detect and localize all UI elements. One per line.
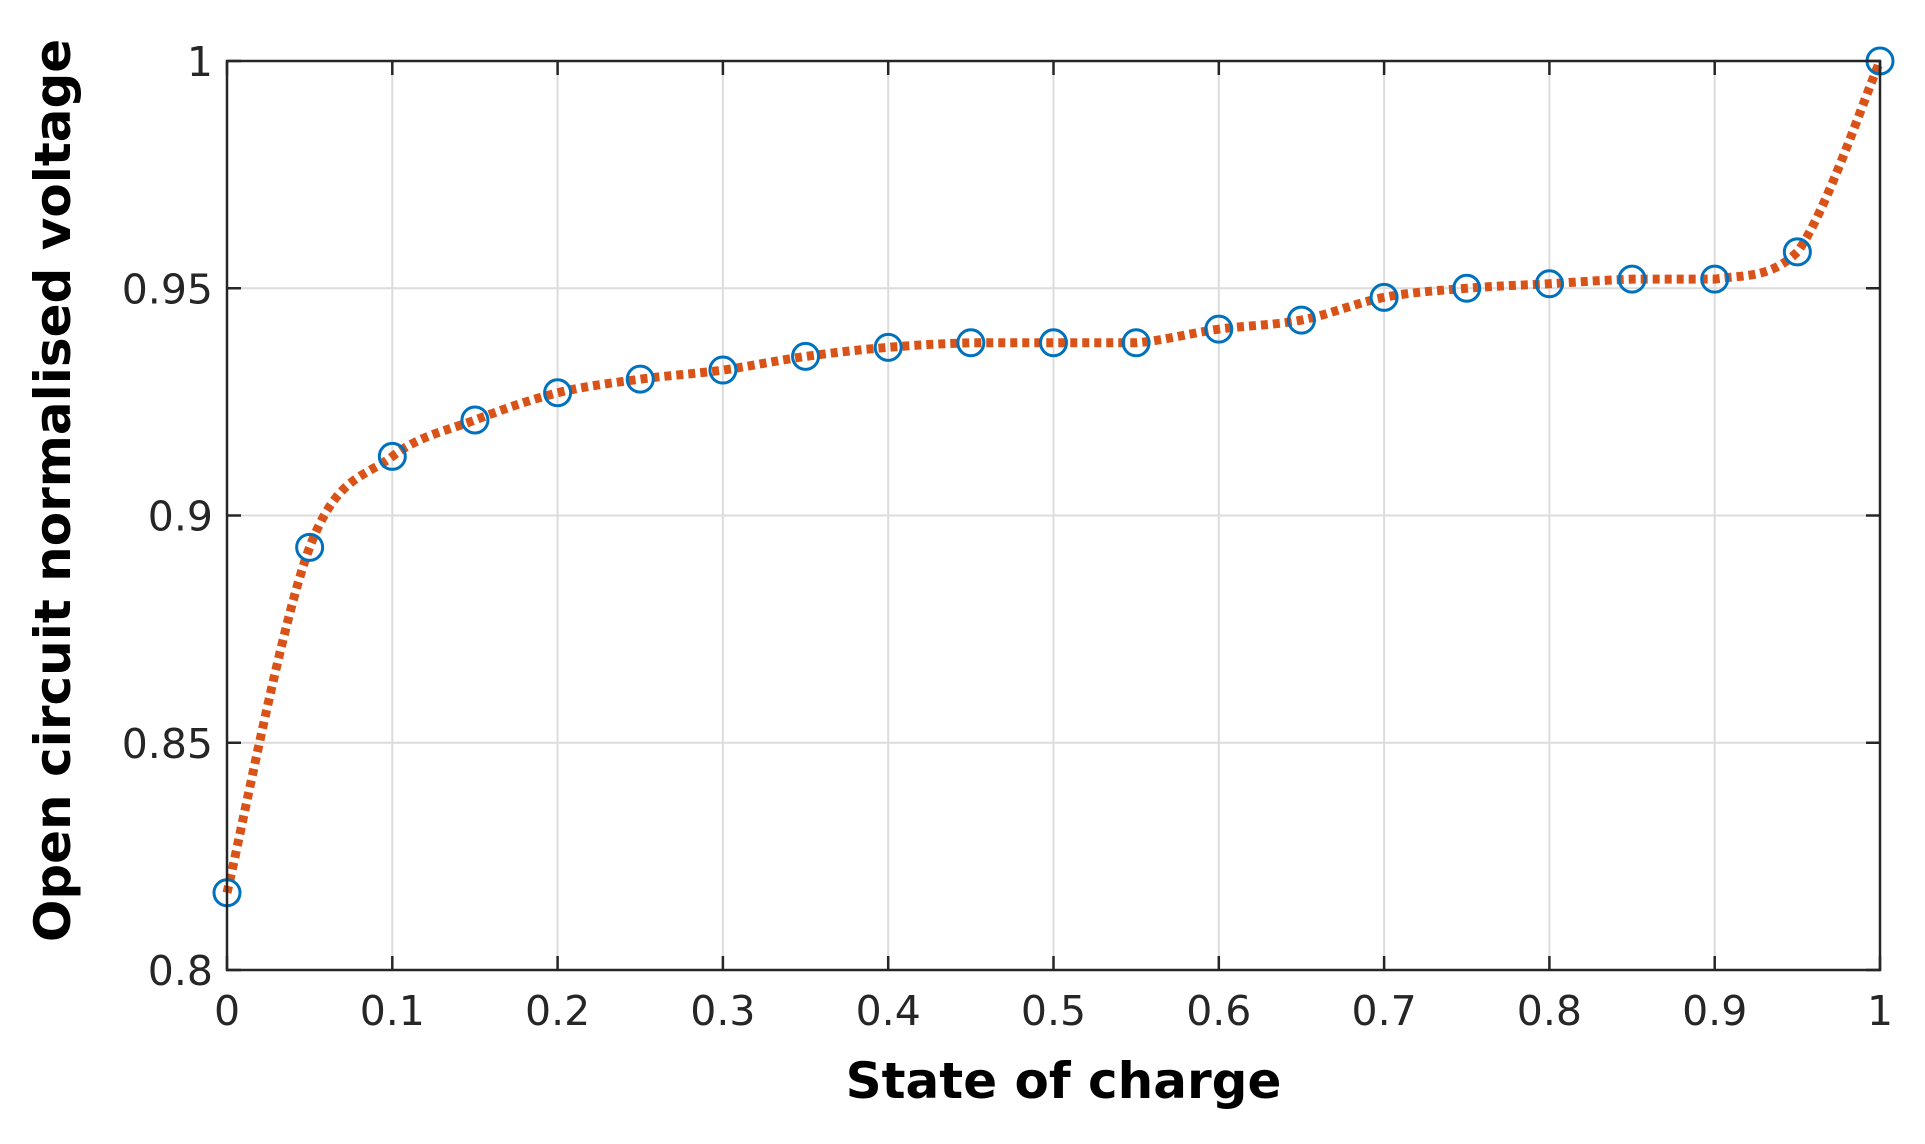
data-point-marker bbox=[708, 355, 738, 385]
data-point-marker bbox=[1204, 314, 1234, 344]
x-tick-label: 0.4 bbox=[856, 987, 921, 1035]
y-tick-label: 1 bbox=[187, 38, 213, 86]
y-tick-label: 0.95 bbox=[122, 265, 213, 313]
data-point-marker bbox=[1700, 264, 1730, 294]
data-point-marker bbox=[1617, 264, 1647, 294]
x-tick-label: 0.2 bbox=[525, 987, 590, 1035]
x-tick-label: 0.9 bbox=[1682, 987, 1747, 1035]
data-point-marker bbox=[1039, 328, 1068, 358]
x-tick-label: 0.7 bbox=[1351, 987, 1416, 1035]
data-point-marker bbox=[460, 405, 490, 435]
data-point-marker bbox=[543, 378, 573, 408]
series-line bbox=[222, 59, 1885, 894]
data-point-marker bbox=[956, 328, 986, 358]
data-point-marker bbox=[1286, 305, 1316, 335]
data-point-marker bbox=[1121, 328, 1151, 358]
x-tick-label: 0.6 bbox=[1186, 987, 1251, 1035]
y-tick-label: 0.9 bbox=[148, 493, 213, 541]
y-axis-label: Open circuit normalised voltage bbox=[24, 39, 82, 942]
data-point-marker bbox=[377, 441, 407, 471]
data-point-marker bbox=[1369, 282, 1399, 312]
data-point-marker bbox=[1534, 269, 1564, 299]
grid bbox=[227, 61, 1880, 970]
x-tick-label: 1 bbox=[1867, 987, 1893, 1035]
x-tick-label: 0.3 bbox=[690, 987, 755, 1035]
y-tick-label: 0.8 bbox=[148, 947, 213, 995]
data-point-marker bbox=[625, 364, 655, 394]
x-tick-label: 0.8 bbox=[1517, 987, 1582, 1035]
data-point-marker bbox=[791, 341, 821, 371]
data-point-marker bbox=[295, 532, 325, 562]
x-tick-label: 0.5 bbox=[1021, 987, 1086, 1035]
x-tick-label: 0 bbox=[214, 987, 240, 1035]
data-point-marker bbox=[873, 332, 903, 362]
x-axis-label: State of charge bbox=[846, 1052, 1282, 1110]
data-point-marker bbox=[1782, 237, 1812, 267]
x-tick-label: 0.1 bbox=[360, 987, 425, 1035]
ticks: 0 0.1 0.2 0.3 0.4 0.5 0.6 0.7 0.8 0.9 1 0.8 0.85 0.9 0… bbox=[122, 38, 1893, 1035]
data-point-marker bbox=[1452, 273, 1482, 303]
y-tick-label: 0.85 bbox=[122, 720, 213, 768]
